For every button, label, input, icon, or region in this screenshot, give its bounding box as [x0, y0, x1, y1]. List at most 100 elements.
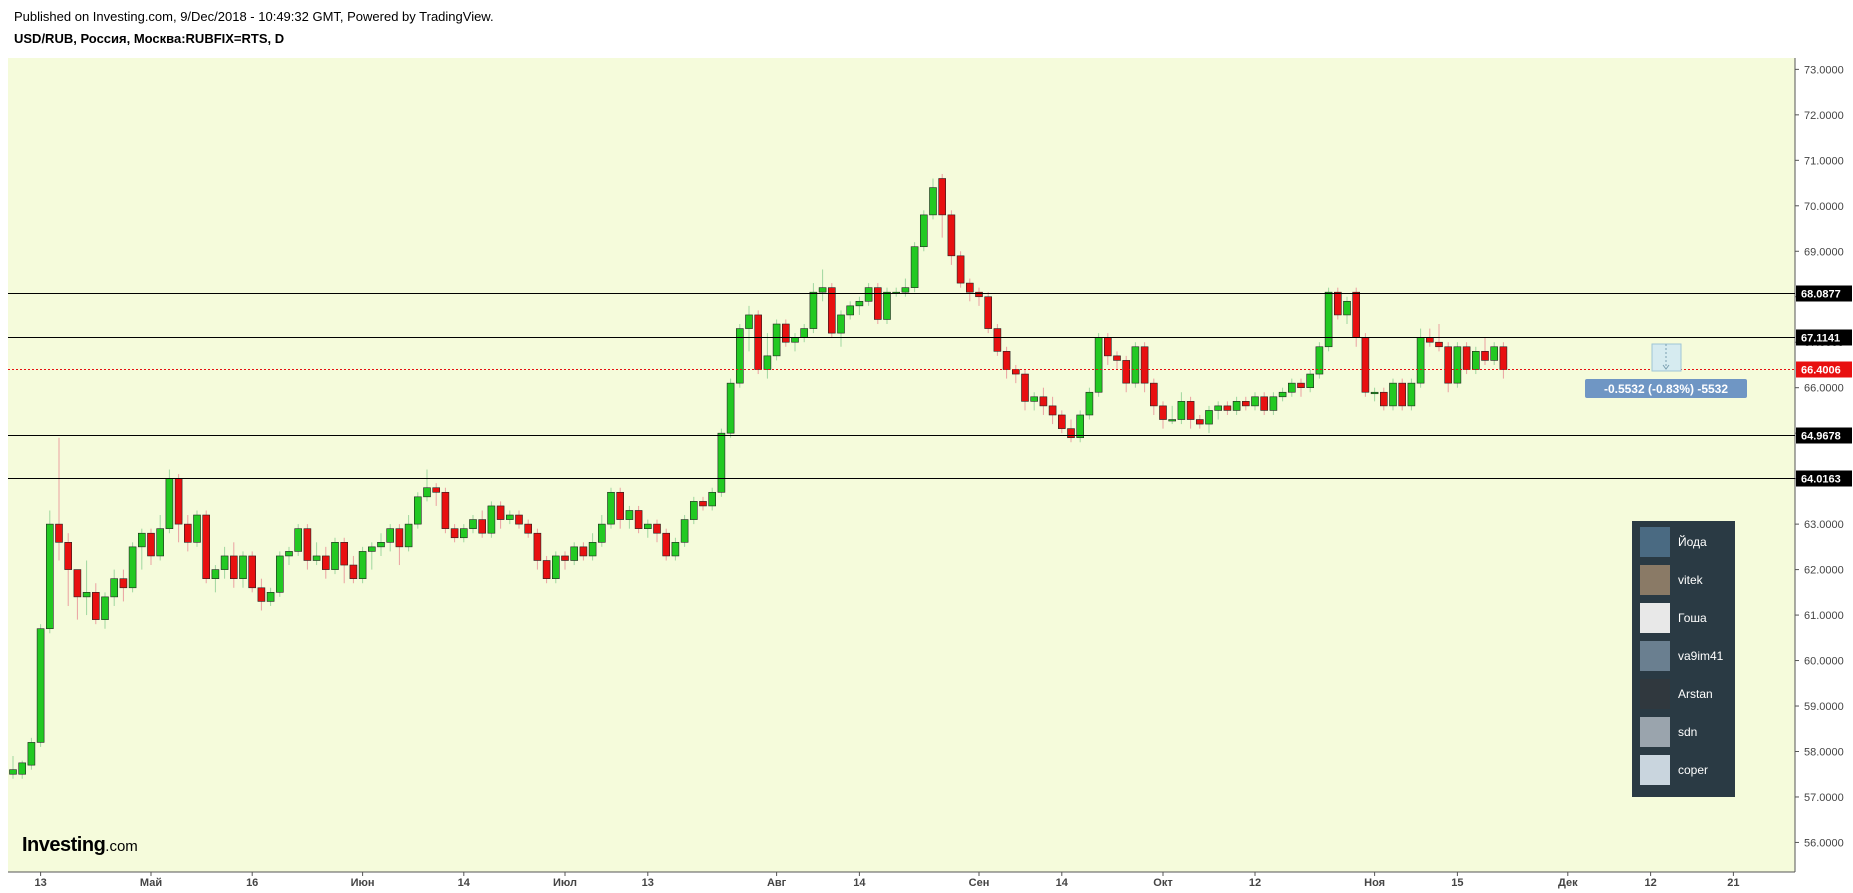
candle [873, 283, 882, 325]
candle [36, 624, 45, 747]
candle [1251, 392, 1259, 411]
candle [938, 173, 947, 238]
candle [579, 542, 588, 561]
candle-body [1150, 382, 1158, 407]
user-row[interactable]: vitek [1640, 565, 1735, 595]
plot-background [8, 58, 1795, 872]
candle [781, 319, 790, 347]
candle-body [975, 291, 983, 298]
level-label: 64.0163 [1801, 474, 1841, 486]
candle [625, 505, 634, 529]
candle-body [459, 528, 468, 539]
candle-body [1021, 373, 1029, 402]
candle [1196, 414, 1204, 429]
candle [1453, 342, 1462, 388]
user-row[interactable]: sdn [1640, 717, 1735, 747]
candle [984, 292, 993, 334]
candle-body [1481, 351, 1489, 361]
candle-body [1214, 405, 1222, 411]
candle [1223, 401, 1232, 415]
candle-body [1407, 382, 1416, 407]
candle-body [837, 314, 845, 334]
candle [1444, 342, 1452, 393]
candle [275, 551, 284, 597]
user-row[interactable]: Йода [1640, 527, 1735, 557]
candle-body [800, 328, 809, 338]
candle-body [551, 555, 560, 579]
candle-body [220, 555, 229, 570]
candle [358, 546, 367, 584]
candle [533, 528, 542, 570]
candle [1186, 396, 1195, 429]
user-row[interactable]: coper [1640, 755, 1735, 785]
candle [1002, 346, 1011, 379]
candle-body [119, 578, 128, 589]
candle-body [1168, 419, 1176, 422]
candle [1039, 387, 1048, 415]
candle-body [174, 478, 183, 525]
candle [312, 542, 321, 566]
candle-body [312, 555, 321, 561]
candle [717, 428, 726, 497]
time-axis [0, 872, 1853, 893]
candle-body [1122, 360, 1130, 384]
candle-body [275, 555, 284, 593]
candle-body [1030, 396, 1038, 402]
candle [993, 324, 1002, 356]
candle [1481, 337, 1489, 365]
y-tick-label: 71.0000 [1804, 155, 1844, 167]
candle [128, 542, 137, 593]
candle-body [184, 523, 192, 543]
candle-body [202, 514, 210, 579]
user-row[interactable]: va9im41 [1640, 641, 1735, 671]
investing-logo[interactable]: Investing.com [22, 834, 138, 856]
candle [450, 524, 459, 543]
level-label: 68.0877 [1801, 289, 1841, 301]
y-tick-label: 70.0000 [1804, 201, 1844, 213]
candle [754, 310, 763, 375]
user-name: sdn [1678, 725, 1698, 739]
candle-body [1260, 396, 1268, 411]
x-tick-label: 13 [642, 877, 654, 889]
candle [340, 537, 349, 584]
candle [1389, 378, 1397, 411]
candle [423, 469, 431, 502]
user-name: vitek [1678, 573, 1703, 587]
x-tick-label: Авг [767, 877, 787, 889]
candle-body [1499, 346, 1508, 370]
candle [561, 551, 569, 570]
users-panel: Йода vitek Гоша va9im41 Arstan sdn coper [1632, 521, 1735, 797]
candle [156, 515, 164, 561]
candle [745, 305, 753, 352]
candle-body [781, 323, 790, 343]
candle [1021, 369, 1029, 411]
candle-body [708, 491, 717, 507]
candle-body [1076, 414, 1084, 439]
candle-body [763, 355, 772, 370]
candle [846, 301, 855, 320]
candle-body [597, 523, 606, 543]
candle [1131, 342, 1140, 388]
candle [1380, 387, 1388, 411]
candle-body [1416, 337, 1425, 384]
measure-tool[interactable]: -0.5532 (-0.83%) -5532 [1585, 343, 1747, 398]
candle [855, 296, 864, 315]
candle [432, 483, 441, 506]
candle [1150, 378, 1158, 415]
candle [1260, 392, 1268, 415]
candle [55, 437, 63, 561]
user-row[interactable]: Arstan [1640, 679, 1735, 709]
candle-body [92, 592, 100, 620]
user-name: coper [1678, 763, 1709, 777]
candle [1094, 333, 1103, 397]
user-row[interactable]: Гоша [1640, 603, 1735, 633]
candle [1472, 346, 1480, 375]
candle-body [1426, 337, 1434, 343]
candle [230, 542, 238, 588]
x-tick-label: Июн [351, 877, 375, 889]
candle [726, 378, 735, 438]
candle-body [441, 491, 450, 529]
candle [699, 496, 707, 511]
candle-body [505, 514, 514, 520]
